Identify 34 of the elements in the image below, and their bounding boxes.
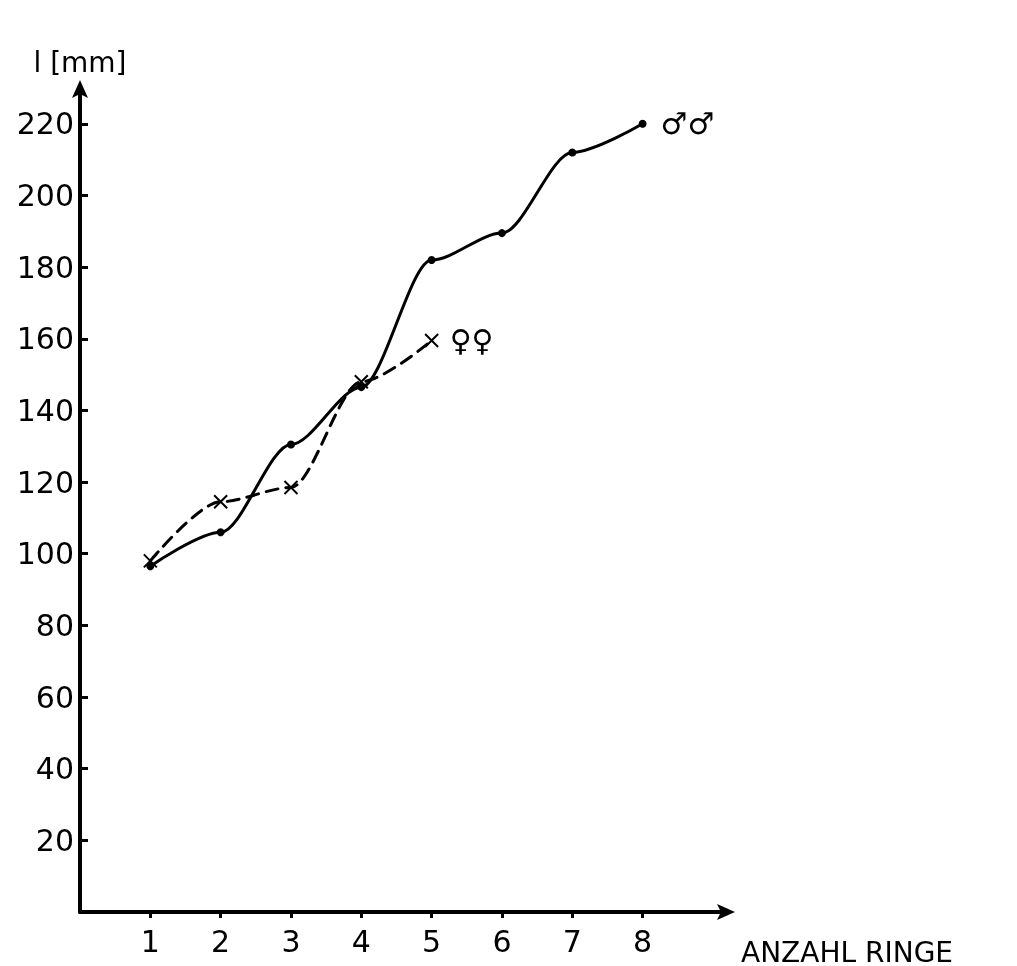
x-tick-label: 6 — [492, 923, 512, 959]
x-tick-label: 5 — [422, 923, 442, 959]
point — [216, 528, 225, 537]
series-label: ♀♀ — [449, 323, 494, 359]
y-tick-label: 140 — [16, 392, 74, 428]
y-tick-label: 40 — [35, 751, 74, 787]
point — [568, 148, 577, 157]
y-tick-label: 60 — [35, 679, 74, 715]
x-axis-title: ANZAHL RINGE — [741, 935, 954, 966]
point — [427, 255, 436, 264]
point — [638, 119, 647, 128]
point — [424, 333, 440, 349]
y-tick-label: 160 — [16, 321, 74, 357]
point — [497, 229, 506, 238]
y-tick-label: 20 — [35, 822, 74, 858]
x-tick-label: 2 — [211, 923, 231, 959]
point — [286, 440, 295, 449]
y-tick-label: 180 — [16, 249, 74, 285]
x-tick-label: 3 — [281, 923, 301, 959]
y-tick-label: 80 — [35, 607, 74, 643]
y-tick-label: 100 — [16, 536, 74, 572]
point — [283, 479, 299, 495]
x-tick-label: 8 — [633, 923, 653, 959]
y-tick-label: 120 — [16, 464, 74, 500]
x-tick-label: 7 — [562, 923, 582, 959]
series-label: ♂♂ — [660, 106, 715, 142]
point — [353, 374, 369, 390]
y-tick-label: 220 — [16, 106, 74, 142]
point — [213, 494, 229, 510]
y-axis-title: l [mm] — [33, 45, 127, 79]
y-tick-label: 200 — [16, 177, 74, 213]
x-tick-label: 1 — [140, 923, 160, 959]
point — [142, 553, 158, 569]
x-tick-label: 4 — [351, 923, 371, 959]
